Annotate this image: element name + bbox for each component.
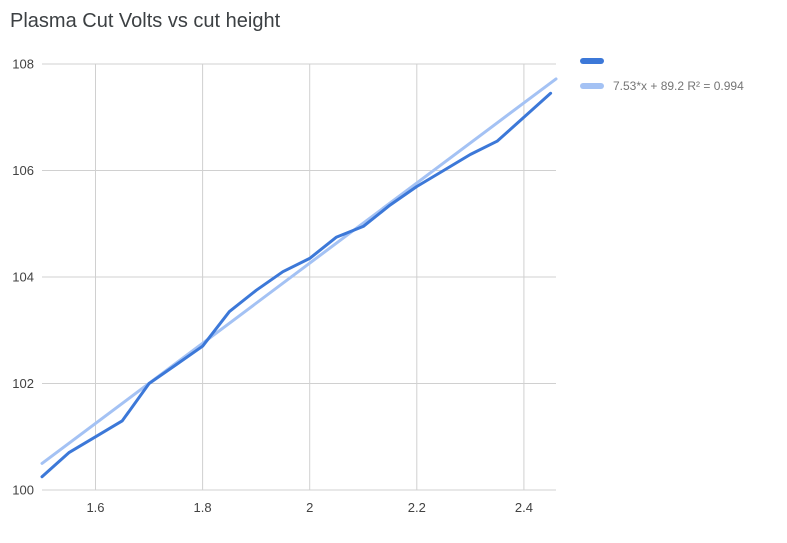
y-tick-label: 108 xyxy=(12,57,34,72)
x-tick-label: 1.8 xyxy=(194,500,212,515)
y-tick-label: 106 xyxy=(12,163,34,178)
x-tick-label: 2 xyxy=(306,500,313,515)
trendline-swatch xyxy=(580,83,604,89)
legend-item-trendline: 7.53*x + 89.2 R² = 0.994 xyxy=(580,79,744,93)
legend-item-series xyxy=(580,57,744,65)
x-tick-label: 2.2 xyxy=(408,500,426,515)
legend: 7.53*x + 89.2 R² = 0.994 xyxy=(580,57,744,93)
y-tick-label: 100 xyxy=(12,483,34,498)
chart-title: Plasma Cut Volts vs cut height xyxy=(10,10,281,32)
y-tick-label: 102 xyxy=(12,376,34,391)
x-tick-label: 2.4 xyxy=(515,500,533,515)
x-tick-label: 1.6 xyxy=(86,500,104,515)
trendline-line xyxy=(40,77,558,465)
series-line xyxy=(40,91,553,479)
series-swatch xyxy=(580,58,604,64)
y-tick-label: 104 xyxy=(12,270,34,285)
legend-trendline-label: 7.53*x + 89.2 R² = 0.994 xyxy=(613,79,744,93)
